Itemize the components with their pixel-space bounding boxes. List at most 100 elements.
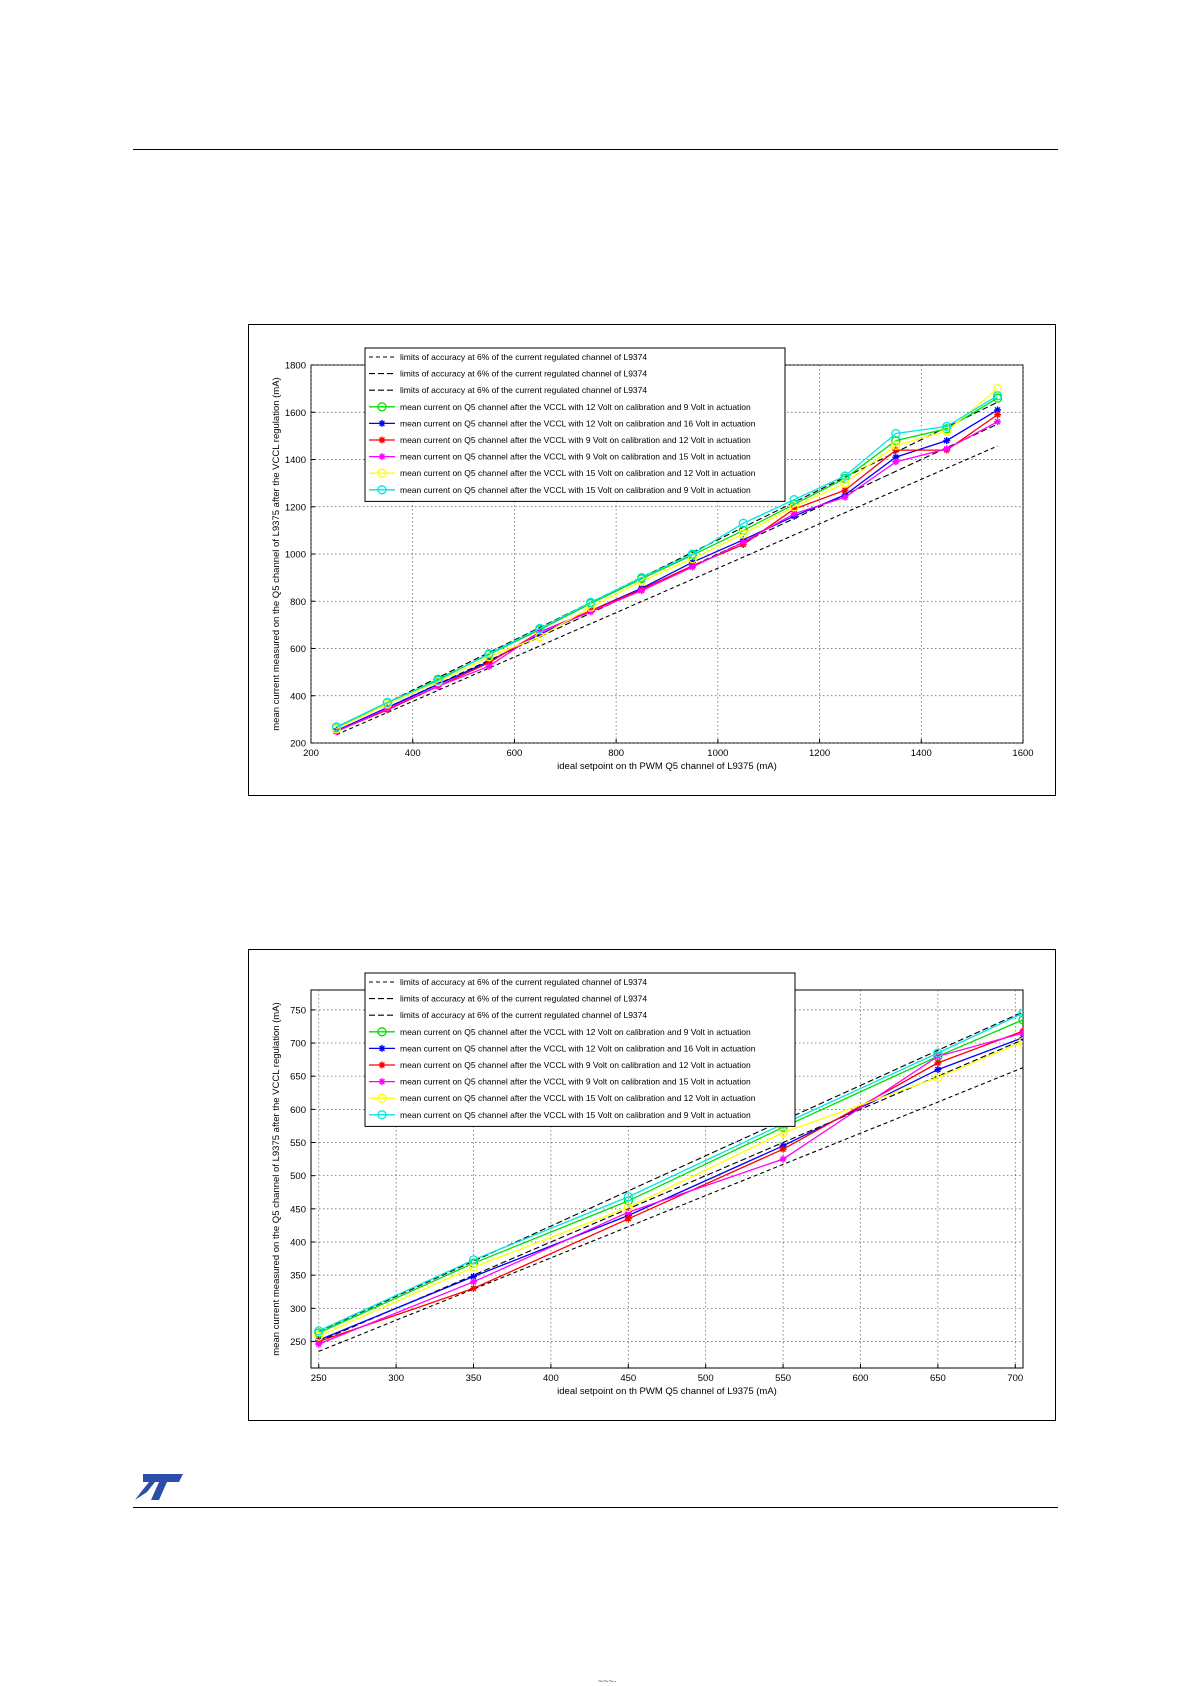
chart-1-series-6-point-13 [994,418,1002,426]
chart-2-series-5-point-2 [624,1215,632,1223]
chart-1-series-4-point-11 [892,453,900,461]
chart-1-series-8-point-12 [942,421,952,432]
chart-1-ytick-label-8: 1800 [285,361,306,372]
chart-1-legend-label-4: mean current on Q5 channel after the VCC… [400,418,756,428]
chart-2-series-7-line [318,1041,1023,1337]
chart-1-series-7-point-legend [377,468,387,478]
chart-2-legend-label-6: mean current on Q5 channel after the VCC… [400,1077,751,1087]
chart-1-series-5-point-10 [841,486,849,494]
chart-2-series-6-point-0 [315,1340,323,1348]
chart-2-series-6-point-4 [934,1052,942,1060]
chart-2-ytick-label-9: 700 [290,1039,306,1050]
footer-rule [133,1507,1058,1508]
chart-1-series-7-point-12 [942,426,952,436]
chart-1-series-8-point-legend [377,485,387,495]
chart-1-xtick-label-3: 800 [608,748,624,759]
chart-1-series-8-point-0 [331,722,342,732]
chart-2-series-7-point-2 [623,1202,633,1213]
chart-1-series-6-point-10 [841,493,849,501]
figure-2: 250 300 350 400 450 500 550 600 650 700 250 300 350 4… [248,949,1056,1421]
chart-1-series-6-point-5 [587,608,595,616]
chart-1-series-4-point-legend [378,419,386,427]
chart-2-xtick-label-8: 650 [930,1373,946,1384]
chart-1-legend-label-6: mean current on Q5 channel after the VCC… [400,452,751,462]
chart-2-ytick-label-1: 300 [290,1304,306,1315]
chart-2: 250 300 350 400 450 500 550 600 650 700 250 300 350 4… [271,972,1024,1397]
chart-1-xlabel: ideal setpoint on th PWM Q5 channel of L… [557,761,777,772]
chart-1-legend-label-1: limits of accuracy at 6% of the current … [400,369,647,379]
chart-2-legend-label-8: mean current on Q5 channel after the VCC… [400,1110,751,1120]
chart-1-series-8-point-7 [687,549,698,559]
chart-2-series-2-line [318,1011,1023,1333]
chart-2-ytick-label-7: 600 [290,1105,306,1116]
chart-1-series-8-point-3 [484,649,494,659]
chart-1-xtick-label-1: 400 [405,748,421,759]
chart-2-ytick-label-5: 500 [290,1171,306,1182]
chart-2-series-5-point-1 [470,1284,478,1292]
chart-1-series-6-point-3 [485,662,493,670]
chart-1-xtick-label-4: 1000 [707,748,728,759]
chart-1-series-5-point-9 [790,505,798,513]
chart-1-ytick-label-5: 1200 [285,502,306,513]
chart-2-ytick-label-10: 750 [290,1005,306,1016]
chart-1-ytick-label-1: 400 [290,691,306,702]
chart-2-ytick-label-6: 550 [290,1138,306,1149]
chart-1-ytick-label-7: 1600 [285,408,306,419]
chart-1-series-group [331,383,1003,736]
chart-2-series-8-point-5 [1018,1008,1023,1018]
chart-1-series-5-point-11 [892,446,900,454]
chart-1-series-8-point-6 [636,572,647,583]
chart-1-series-7-point-11 [891,440,901,450]
chart-1-series-6-point-9 [790,510,798,518]
chart-2-series-7-point-4 [933,1072,943,1083]
chart-1-series-6-point-7 [688,563,696,571]
chart-1-legend-label-5: mean current on Q5 channel after the VCC… [400,435,751,445]
chart-2-series-5-point-3 [779,1145,787,1153]
chart-2-xtick-label-4: 450 [620,1373,636,1384]
chart-1-xtick-label-0: 200 [303,748,319,759]
chart-2-xtick-label-5: 500 [698,1373,714,1384]
chart-2-series-4-point-1 [470,1272,478,1280]
chart-1-legend-box [364,347,786,502]
chart-1-series-8-line [336,395,998,728]
chart-1-series-6-line [336,421,998,733]
chart-1-series-8-point-10 [840,471,850,481]
chart-1-series-6-point-12 [943,445,951,453]
chart-2-legend-label-1: limits of accuracy at 6% of the current … [400,994,647,1004]
chart-2-ytick-label-0: 250 [290,1337,306,1348]
chart-2-series-8-point-2 [623,1192,633,1202]
chart-1-xtick-label-6: 1400 [911,748,932,759]
chart-2-series-8-point-4 [933,1048,943,1058]
chart-2-series-6-point-1 [470,1278,478,1286]
chart-2-series-7-point-0 [314,1331,324,1341]
chart-2-series-6-point-3 [779,1155,787,1163]
chart-1-series-8-point-5 [586,597,596,608]
chart-2-legend-label-2: limits of accuracy at 6% of the current … [400,1010,647,1020]
chart-2-xtick-label-7: 600 [853,1373,869,1384]
chart-1-series-7-line [336,388,999,730]
chart-1-legend-label-2: limits of accuracy at 6% of the current … [400,385,647,395]
chart-2-legend-label-0: limits of accuracy at 6% of the current … [400,977,647,987]
chart-2-series-3-point-legend [377,1027,387,1037]
chart-1-series-8-point-1 [382,697,392,708]
chart-2-series-7-point-5 [1018,1037,1023,1047]
chart-2-series-6-line [318,1032,1023,1345]
st-logo-icon [135,1474,183,1500]
chart-2-legend-label-3: mean current on Q5 channel after the VCC… [400,1027,751,1037]
chart-2-series-0-line [318,1067,1023,1352]
chart-2-ytick-label-8: 650 [290,1072,306,1083]
chart-2-xtick-label-1: 300 [388,1373,404,1384]
chart-2-xtick-label-9: 700 [1007,1373,1023,1384]
chart-2-xtick-label-2: 350 [466,1373,482,1384]
chart-2-xtick-label-0: 250 [311,1373,327,1384]
chart-2-ytick-label-4: 450 [290,1204,306,1215]
chart-1-series-4-line [336,409,998,732]
chart-2-xtick-label-6: 550 [775,1373,791,1384]
chart-2-series-7-point-legend [377,1093,387,1103]
chart-2-series-5-line [318,1030,1023,1343]
chart-1-ytick-label-2: 600 [290,644,306,655]
chart-2-series-8-point-1 [468,1255,479,1265]
chart-1-series-5-point-legend [378,436,386,444]
chart-1-xtick-label-2: 600 [506,748,522,759]
chart-2-ylabel: mean current measured on the Q5 channel … [271,1002,282,1355]
